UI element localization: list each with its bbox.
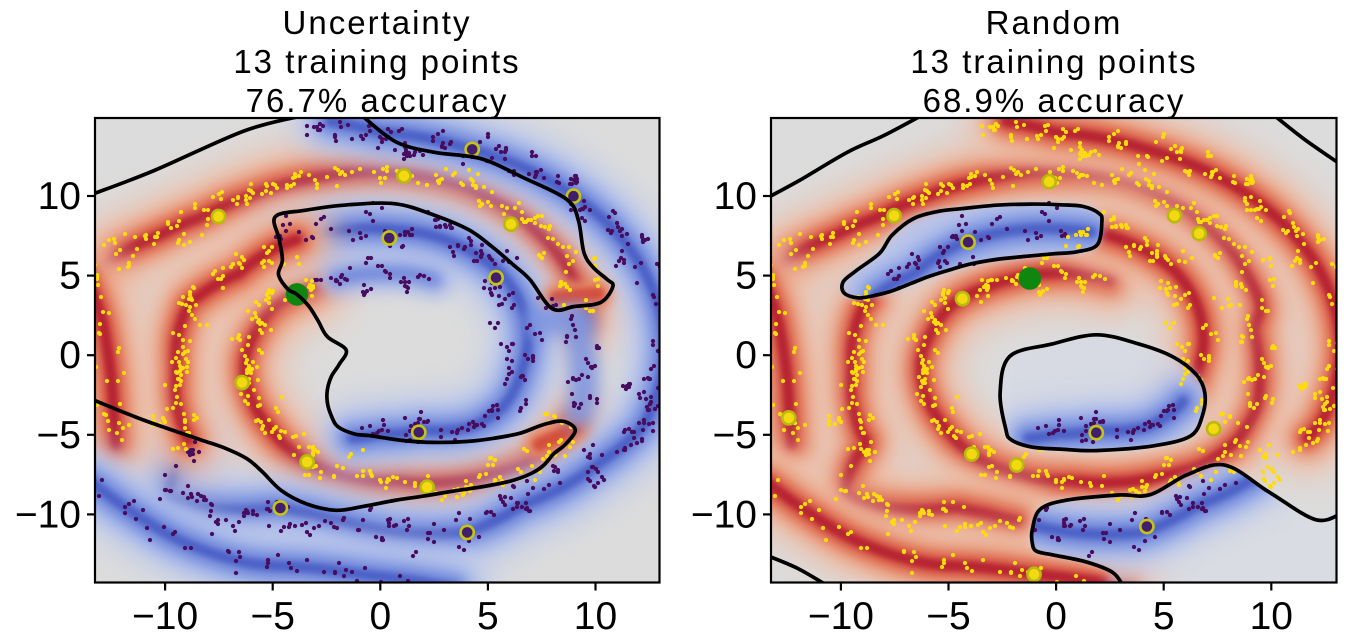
svg-text:−10: −10	[691, 493, 757, 536]
svg-text:0: 0	[1045, 595, 1067, 638]
svg-text:−5: −5	[713, 414, 757, 457]
svg-text:10: 10	[714, 175, 757, 218]
svg-text:13 training points: 13 training points	[910, 43, 1197, 80]
svg-text:Random: Random	[986, 4, 1123, 41]
svg-text:10: 10	[38, 175, 81, 218]
svg-text:76.7% accuracy: 76.7% accuracy	[246, 82, 509, 119]
svg-text:0: 0	[369, 595, 391, 638]
svg-text:0: 0	[735, 334, 757, 377]
svg-text:0: 0	[59, 334, 81, 377]
svg-text:−10: −10	[132, 595, 198, 638]
svg-text:−10: −10	[15, 493, 81, 536]
svg-text:−5: −5	[37, 414, 81, 457]
svg-text:10: 10	[574, 595, 617, 638]
svg-text:5: 5	[59, 255, 81, 298]
svg-text:−5: −5	[926, 595, 970, 638]
svg-text:5: 5	[477, 595, 499, 638]
svg-text:−5: −5	[250, 595, 294, 638]
svg-text:68.9% accuracy: 68.9% accuracy	[923, 82, 1186, 119]
svg-text:Uncertainty: Uncertainty	[283, 4, 472, 41]
svg-text:10: 10	[1250, 595, 1293, 638]
svg-text:5: 5	[1153, 595, 1175, 638]
svg-text:13 training points: 13 training points	[233, 43, 520, 80]
svg-text:5: 5	[735, 255, 757, 298]
svg-text:−10: −10	[808, 595, 874, 638]
